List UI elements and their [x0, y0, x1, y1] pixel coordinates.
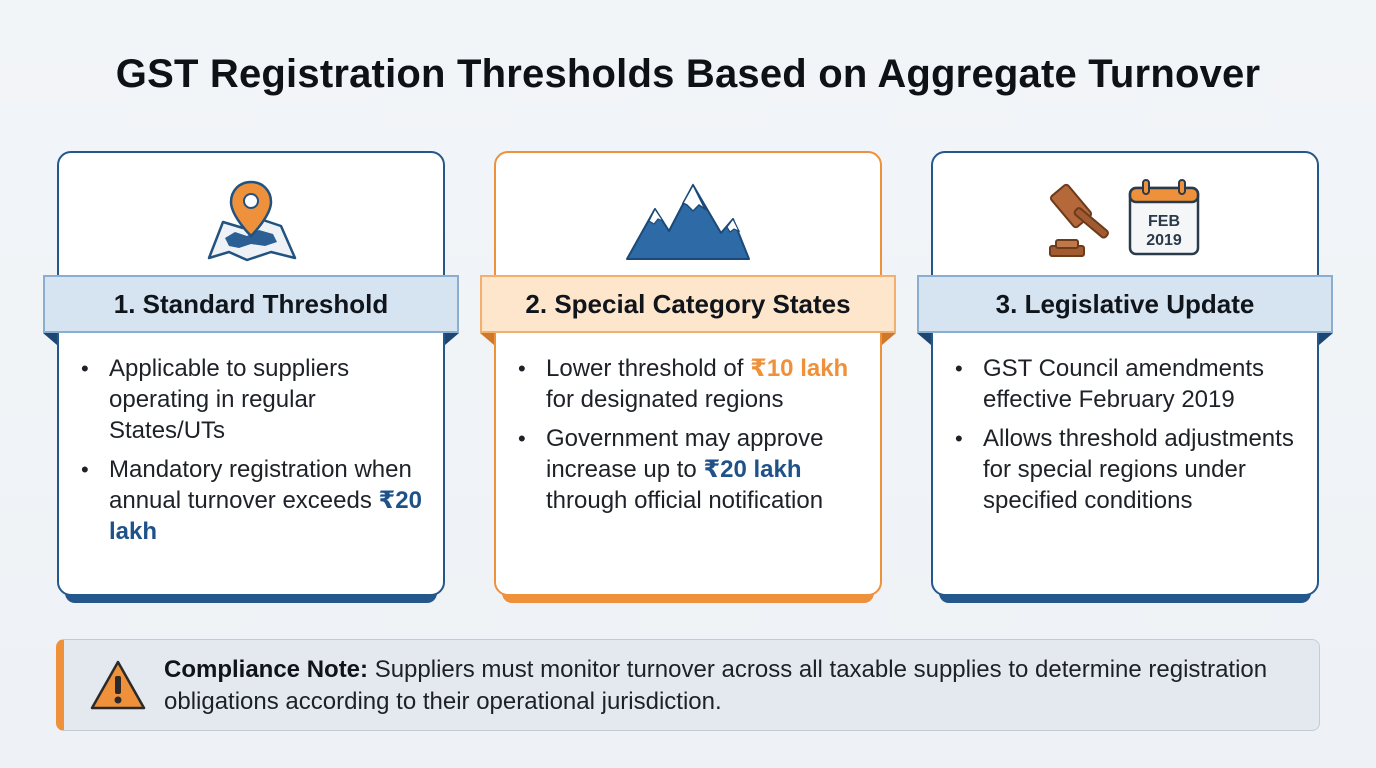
card-shadow	[65, 593, 437, 603]
list-item: Government may approve increase up to ₹2…	[516, 423, 864, 516]
bullet-list: Lower threshold of ₹10 lakh for designat…	[516, 353, 864, 524]
card-heading-banner: 1. Standard Threshold	[43, 275, 459, 345]
compliance-note-text: Compliance Note: Suppliers must monitor …	[164, 656, 1268, 715]
gavel-calendar-icon: FEB 2019	[1049, 179, 1200, 257]
card-heading: 1. Standard Threshold	[113, 288, 389, 319]
bullet-list: GST Council amendments effective Februar…	[953, 353, 1301, 524]
threshold-value: ₹20 lakh	[703, 456, 802, 483]
card-heading: 2. Special Category States	[525, 288, 851, 319]
map-pin-icon	[59, 175, 443, 267]
card-shadow	[939, 593, 1311, 603]
compliance-note-label: Compliance Note:	[164, 656, 369, 683]
list-item: Applicable to suppliers operating in reg…	[79, 353, 427, 446]
card-heading: 3. Legislative Update	[995, 288, 1255, 319]
threshold-value: ₹20 lakh	[109, 487, 422, 545]
compliance-note: Compliance Note: Suppliers must monitor …	[56, 639, 1320, 731]
mountain-icon	[496, 175, 880, 267]
list-item: GST Council amendments effective Februar…	[953, 353, 1301, 415]
card-standard-threshold: 1. Standard Threshold Applicable to supp…	[43, 151, 459, 603]
card-shadow	[502, 593, 874, 603]
calendar-icon: FEB 2019	[1128, 179, 1200, 256]
calendar-month: FEB	[1148, 213, 1180, 230]
warning-icon	[88, 658, 148, 717]
card-special-category-states: 2. Special Category States Lower thresho…	[480, 151, 896, 603]
list-item: Lower threshold of ₹10 lakh for designat…	[516, 353, 864, 415]
card-heading-banner: 3. Legislative Update	[917, 275, 1333, 345]
card-heading-banner: 2. Special Category States	[480, 275, 896, 345]
list-item: Mandatory registration when annual turno…	[79, 454, 427, 547]
bullet-list: Applicable to suppliers operating in reg…	[79, 353, 427, 555]
card-legislative-update: FEB 2019 3. Legislative Update GST Counc…	[917, 151, 1333, 603]
list-item: Allows threshold adjustments for special…	[953, 423, 1301, 516]
page-title: GST Registration Thresholds Based on Agg…	[115, 52, 1261, 96]
threshold-value: ₹10 lakh	[750, 355, 849, 382]
calendar-year: 2019	[1146, 232, 1182, 249]
gavel-icon	[1049, 183, 1109, 257]
